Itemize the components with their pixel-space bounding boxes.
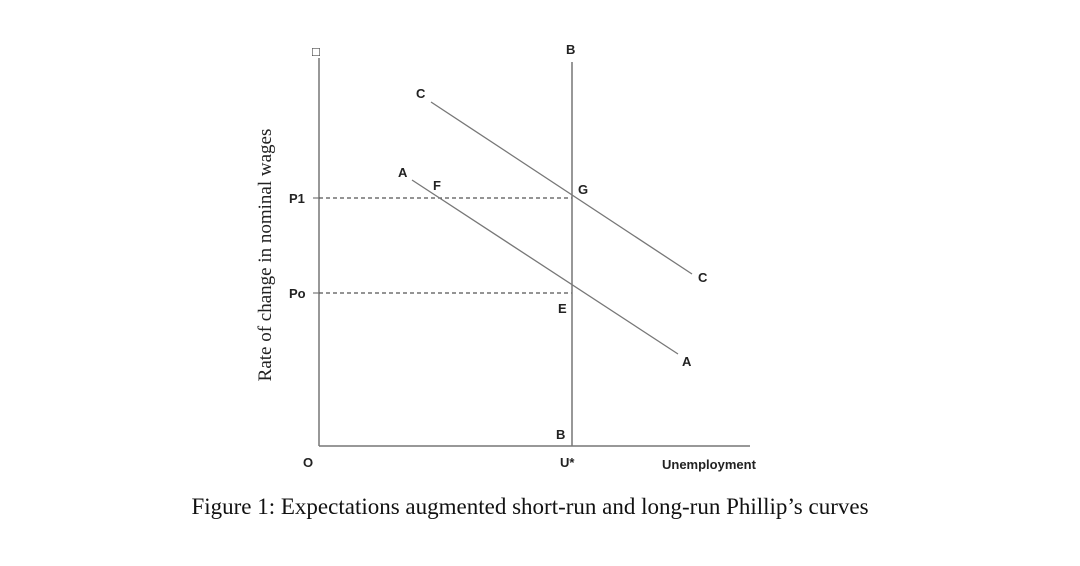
curve-a-start-label: A (398, 165, 408, 180)
x-axis-label: Unemployment (662, 457, 757, 472)
y-top-marker: □ (312, 44, 320, 59)
short-run-curve-aa (411, 179, 679, 355)
curve-b-top-label: B (566, 42, 575, 57)
point-g-label: G (578, 182, 588, 197)
curve-c-start-label: C (416, 86, 426, 101)
point-e-label: E (558, 301, 567, 316)
p1-label: P1 (289, 191, 305, 206)
curve-b-bottom-label: B (556, 427, 565, 442)
short-run-curve-cc (430, 101, 693, 275)
p0-label: Po (289, 286, 306, 301)
curve-c-end-label: C (698, 270, 708, 285)
y-axis-label: Rate of change in nominal wages (255, 129, 276, 382)
curve-a-end-label: A (682, 354, 692, 369)
figure-caption: Figure 1: Expectations augmented short-r… (191, 494, 869, 519)
origin-label: O (303, 455, 313, 470)
point-f-label: F (433, 178, 441, 193)
u-star-label: U* (560, 455, 575, 470)
